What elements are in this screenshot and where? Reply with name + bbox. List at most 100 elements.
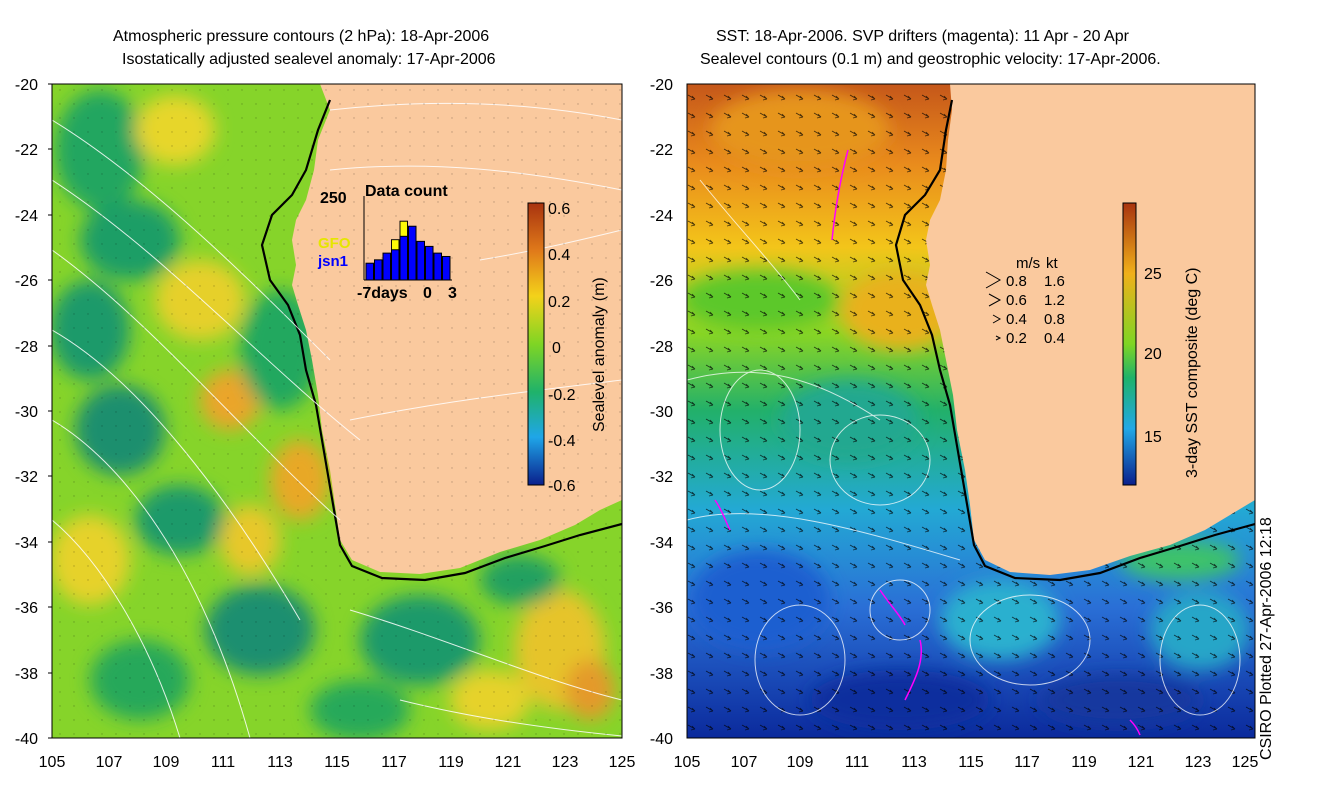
left-ytick-10: -40: [15, 731, 38, 748]
left-y-ticks: [48, 83, 52, 739]
inset-bar-jsn1: [433, 252, 442, 281]
velocity-key-kt-3: 0.4: [1044, 330, 1065, 347]
sla-cbar-tick-6: -0.6: [548, 478, 576, 495]
left-xtick-7: 119: [438, 754, 464, 771]
left-ytick-0: -20: [15, 77, 38, 94]
inset-title: Data count: [365, 183, 448, 200]
left-xtick-5: 115: [324, 754, 350, 771]
left-ytick-7: -34: [15, 535, 38, 552]
right-ytick-2: -24: [650, 208, 673, 225]
sla-cbar-tick-3: 0: [552, 340, 561, 357]
inset-bar-jsn1: [425, 245, 434, 281]
left-ytick-3: -26: [15, 273, 38, 290]
sla-cbar-label: Sealevel anomaly (m): [591, 277, 608, 432]
velocity-arrow-0.8: [985, 271, 1002, 289]
inset-xlabel-end: 3: [448, 285, 457, 302]
sst-cbar-tick-2: 15: [1144, 429, 1162, 446]
inset-bar-jsn1: [374, 259, 383, 281]
right-xtick-3: 111: [845, 754, 869, 771]
right-ytick-1: -22: [650, 142, 673, 159]
inset-bar-jsn1: [391, 249, 400, 281]
right-ytick-10: -40: [650, 731, 673, 748]
sla-cbar-tick-5: -0.4: [548, 433, 576, 450]
velocity-arrow-0.2: [995, 335, 1002, 341]
right-xtick-2: 109: [787, 754, 814, 771]
inset-xlabel-zero: 0: [423, 285, 432, 302]
sla-cbar-tick-0: 0.6: [548, 201, 570, 218]
sst-cbar-label: 3-day SST composite (deg C): [1184, 268, 1201, 478]
right-xtick-5: 115: [958, 754, 984, 771]
credit-text: CSIRO Plotted 27-Apr-2006 12:18: [1258, 517, 1275, 760]
velocity-arrow-0.4: [992, 314, 1002, 324]
velocity-arrow-0.6: [988, 293, 1002, 307]
inset-bar-jsn1: [442, 255, 451, 281]
velocity-key-ms-3: 0.2: [1006, 330, 1027, 347]
sla-cbar-tick-1: 0.4: [548, 247, 570, 264]
left-ytick-8: -36: [15, 600, 38, 617]
right-ytick-4: -28: [650, 339, 673, 356]
left-ytick-9: -38: [15, 666, 38, 683]
inset-bar-jsn1: [382, 252, 391, 281]
left-xtick-9: 123: [552, 754, 579, 771]
left-title-line1: Atmospheric pressure contours (2 hPa): 1…: [113, 28, 490, 45]
shelf-contour-right: [894, 99, 1255, 582]
right-ytick-9: -38: [650, 666, 673, 683]
sla-colorbar: [527, 202, 545, 486]
right-xtick-4: 113: [901, 754, 927, 771]
left-xtick-1: 107: [96, 754, 123, 771]
inset-legend-jsn1: jsn1: [317, 253, 348, 270]
right-xtick-0: 105: [674, 754, 701, 771]
right-ytick-5: -30: [650, 404, 673, 421]
right-xtick-6: 117: [1014, 754, 1040, 771]
svp-drifter-tracks: [714, 149, 1141, 736]
left-xtick-0: 105: [39, 754, 66, 771]
inset-bars: [365, 220, 451, 281]
velocity-key: m/s kt 0.8 1.6 0.6 1.2 0.4 0.8 0.2 0.4: [985, 255, 1065, 347]
sla-cbar-tick-2: 0.2: [548, 294, 570, 311]
inset-ymax: 250: [320, 190, 347, 207]
right-ytick-6: -32: [650, 469, 673, 486]
sst-cbar-tick-0: 25: [1144, 266, 1162, 283]
inset-legend-gfo: GFO: [318, 235, 351, 252]
left-ytick-1: -22: [15, 142, 38, 159]
right-ytick-7: -34: [650, 535, 673, 552]
left-ytick-5: -30: [15, 404, 38, 421]
velocity-key-ms-2: 0.4: [1006, 311, 1027, 328]
left-map: [52, 84, 622, 738]
right-ytick-3: -26: [650, 273, 673, 290]
inset-bar-jsn1: [365, 262, 374, 281]
sla-cbar-tick-4: -0.2: [548, 387, 576, 404]
velocity-key-kt-1: 1.2: [1044, 292, 1065, 309]
data-count-inset: Data count 250 GFO jsn1 -7days 0 3: [317, 183, 457, 302]
right-title-line1: SST: 18-Apr-2006. SVP drifters (magenta)…: [716, 28, 1129, 45]
velocity-key-ms-0: 0.8: [1006, 273, 1027, 290]
right-xtick-8: 121: [1128, 754, 1155, 771]
land-mass-right: [926, 84, 1255, 575]
velocity-key-kt-2: 0.8: [1044, 311, 1065, 328]
velocity-key-ms-1: 0.6: [1006, 292, 1027, 309]
velocity-key-header-ms: m/s: [1016, 255, 1040, 272]
right-xtick-10: 125: [1232, 754, 1259, 771]
velocity-key-kt-0: 1.6: [1044, 273, 1065, 290]
sst-colorbar: [1122, 202, 1137, 486]
left-xtick-4: 113: [267, 754, 293, 771]
inset-xlabel-start: -7days: [357, 285, 408, 302]
inset-bar-jsn1: [416, 240, 425, 281]
left-title-line2: Isostatically adjusted sealevel anomaly:…: [122, 51, 496, 68]
right-xtick-7: 119: [1071, 754, 1097, 771]
left-ytick-4: -28: [15, 339, 38, 356]
left-xtick-3: 111: [211, 754, 235, 771]
inset-bar-jsn1: [408, 225, 417, 281]
right-map: [687, 84, 1255, 738]
left-xtick-6: 117: [381, 754, 407, 771]
right-ytick-0: -20: [650, 77, 673, 94]
right-title-line2: Sealevel contours (0.1 m) and geostrophi…: [700, 51, 1161, 68]
inset-bar-jsn1: [399, 235, 408, 281]
left-xtick-8: 121: [495, 754, 522, 771]
right-ytick-8: -36: [650, 600, 673, 617]
sst-cbar-tick-1: 20: [1144, 346, 1162, 363]
left-xtick-2: 109: [153, 754, 180, 771]
right-xtick-9: 123: [1185, 754, 1212, 771]
left-xtick-10: 125: [609, 754, 636, 771]
